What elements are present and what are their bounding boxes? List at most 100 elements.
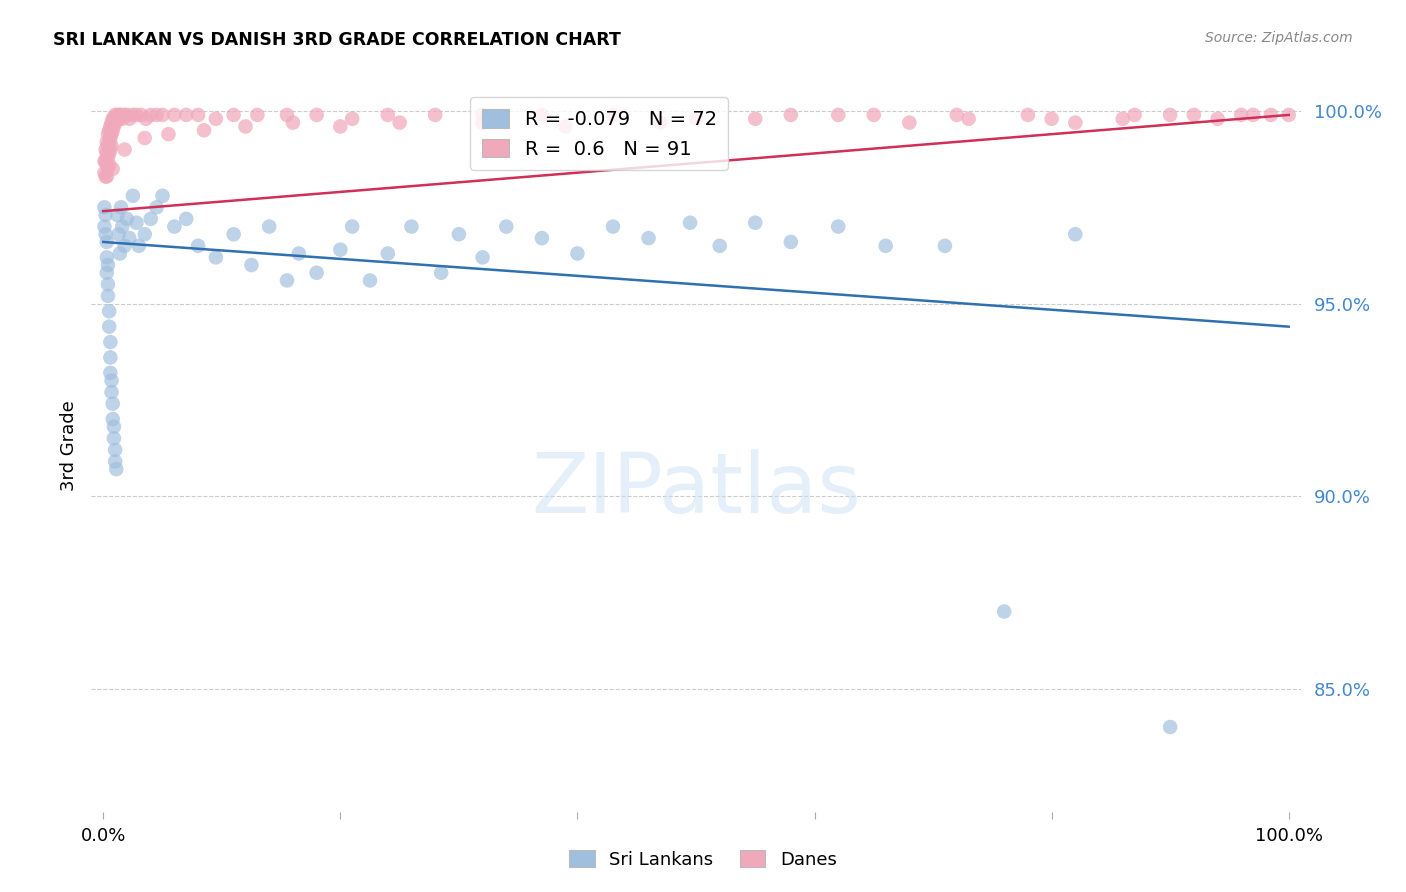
Point	[107, 112, 129, 126]
Point	[97, 161, 120, 176]
Point	[105, 462, 128, 476]
Point	[1112, 112, 1135, 126]
Point	[107, 227, 129, 242]
Point	[128, 239, 150, 253]
Point	[602, 108, 624, 122]
Point	[101, 123, 124, 137]
Point	[240, 258, 263, 272]
Point	[100, 385, 122, 400]
Point	[1241, 108, 1264, 122]
Point	[1123, 108, 1146, 122]
Point	[139, 108, 162, 122]
Point	[779, 108, 801, 122]
Point	[1064, 227, 1087, 242]
Point	[103, 431, 125, 445]
Point	[96, 266, 118, 280]
Point	[118, 112, 141, 126]
Point	[993, 605, 1015, 619]
Text: ZIPatlas: ZIPatlas	[531, 450, 860, 531]
Point	[115, 211, 138, 226]
Point	[97, 150, 120, 164]
Point	[98, 304, 121, 318]
Point	[98, 120, 121, 134]
Point	[1278, 108, 1301, 122]
Point	[1182, 108, 1205, 122]
Point	[685, 112, 707, 126]
Point	[1260, 108, 1282, 122]
Point	[98, 143, 121, 157]
Point	[827, 108, 849, 122]
Point	[359, 273, 381, 287]
Point	[471, 108, 494, 122]
Point	[174, 108, 197, 122]
Point	[96, 158, 118, 172]
Point	[471, 251, 494, 265]
Point	[174, 211, 197, 226]
Point	[779, 235, 801, 249]
Point	[96, 146, 118, 161]
Point	[744, 216, 766, 230]
Point	[114, 108, 136, 122]
Point	[602, 219, 624, 234]
Legend: Sri Lankans, Danes: Sri Lankans, Danes	[562, 843, 844, 876]
Point	[98, 146, 121, 161]
Point	[134, 131, 156, 145]
Point	[679, 216, 702, 230]
Point	[222, 227, 245, 242]
Point	[107, 108, 129, 122]
Point	[1064, 115, 1087, 129]
Point	[93, 154, 115, 169]
Point	[94, 143, 117, 157]
Point	[97, 138, 120, 153]
Point	[101, 112, 124, 126]
Point	[104, 454, 127, 468]
Point	[100, 374, 122, 388]
Point	[98, 135, 121, 149]
Point	[125, 216, 148, 230]
Point	[145, 200, 167, 214]
Point	[110, 200, 132, 214]
Point	[152, 108, 174, 122]
Point	[103, 419, 125, 434]
Point	[97, 289, 120, 303]
Point	[281, 115, 304, 129]
Point	[530, 231, 553, 245]
Point	[945, 108, 967, 122]
Text: Source: ZipAtlas.com: Source: ZipAtlas.com	[1205, 31, 1353, 45]
Point	[329, 120, 352, 134]
Point	[157, 127, 180, 141]
Point	[425, 108, 447, 122]
Point	[98, 319, 121, 334]
Point	[934, 239, 956, 253]
Point	[100, 115, 122, 129]
Point	[108, 246, 131, 260]
Point	[530, 108, 553, 122]
Point	[340, 112, 363, 126]
Point	[107, 208, 129, 222]
Point	[744, 112, 766, 126]
Point	[288, 246, 311, 260]
Point	[104, 115, 127, 129]
Point	[1159, 108, 1181, 122]
Point	[93, 200, 115, 214]
Point	[193, 123, 215, 137]
Point	[145, 108, 167, 122]
Point	[187, 239, 209, 253]
Point	[98, 131, 121, 145]
Point	[430, 266, 453, 280]
Point	[105, 112, 128, 126]
Point	[104, 108, 127, 122]
Point	[377, 108, 399, 122]
Point	[163, 219, 186, 234]
Point	[276, 108, 298, 122]
Point	[100, 138, 122, 153]
Point	[114, 143, 136, 157]
Point	[98, 334, 121, 349]
Point	[187, 108, 209, 122]
Point	[471, 115, 494, 129]
Point	[129, 108, 152, 122]
Point	[108, 108, 131, 122]
Point	[862, 108, 884, 122]
Point	[495, 219, 517, 234]
Point	[305, 266, 328, 280]
